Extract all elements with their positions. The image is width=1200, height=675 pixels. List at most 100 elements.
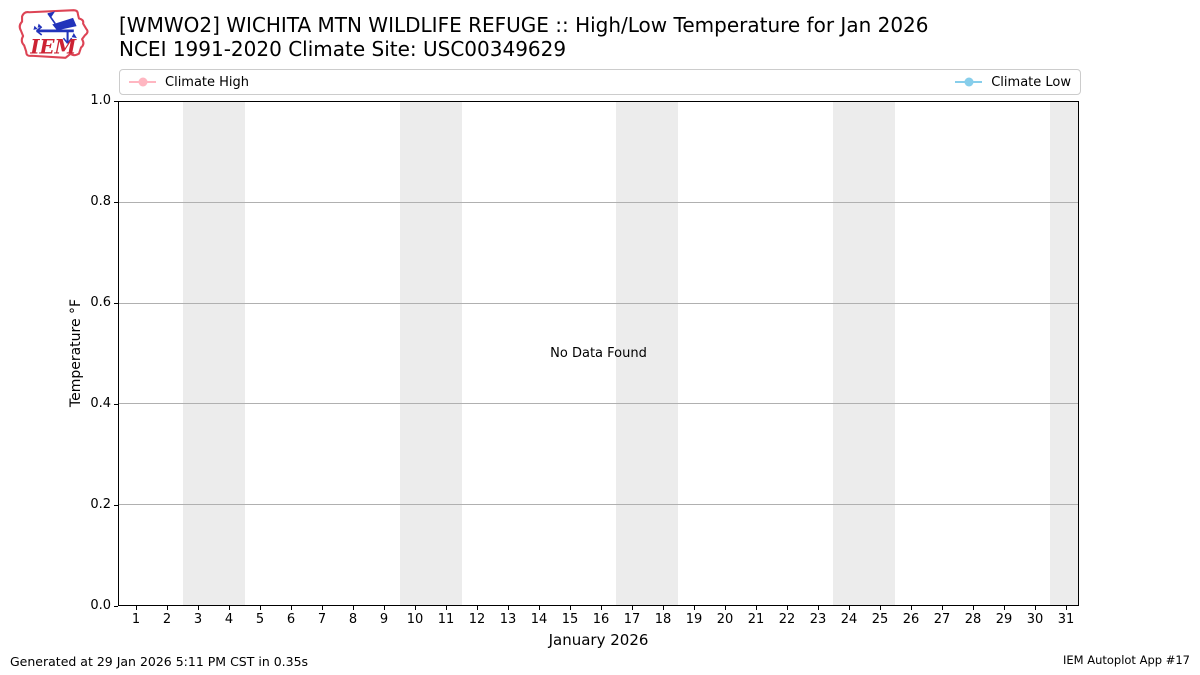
x-tick-mark	[383, 606, 385, 610]
iem-logo: IEM	[18, 9, 89, 59]
x-tick-label: 13	[499, 612, 517, 627]
x-tick-mark	[817, 606, 819, 610]
y-tick-mark	[114, 505, 118, 506]
y-tick-mark	[114, 404, 118, 405]
x-axis-label: January 2026	[548, 631, 649, 649]
legend-label-climate-low: Climate Low	[991, 74, 1071, 90]
x-tick-mark	[1003, 606, 1005, 610]
y-tick-mark	[114, 202, 118, 203]
y-tick-mark	[114, 101, 118, 102]
x-tick-mark	[135, 606, 137, 610]
weekend-band	[399, 102, 462, 605]
x-tick-label: 9	[379, 612, 389, 627]
x-tick-mark	[879, 606, 881, 610]
x-tick-label: 19	[685, 612, 703, 627]
weekend-band	[183, 102, 246, 605]
no-data-message: No Data Found	[550, 346, 647, 361]
x-tick-mark	[786, 606, 788, 610]
gridline	[119, 202, 1078, 204]
x-tick-label: 30	[1026, 612, 1044, 627]
x-tick-label: 6	[286, 612, 296, 627]
y-tick-label: 0.6	[90, 295, 111, 310]
x-tick-label: 12	[468, 612, 486, 627]
y-tick-label: 1.0	[90, 93, 111, 108]
generated-timestamp: Generated at 29 Jan 2026 5:11 PM CST in …	[10, 654, 309, 669]
y-axis-label: Temperature °F	[68, 298, 84, 408]
x-tick-mark	[321, 606, 323, 610]
y-tick-label: 0.8	[90, 194, 111, 209]
weekend-band	[832, 102, 895, 605]
app-credit: IEM Autoplot App #17	[1062, 653, 1190, 667]
x-tick-label: 26	[902, 612, 920, 627]
x-tick-label: 20	[716, 612, 734, 627]
x-tick-mark	[600, 606, 602, 610]
x-tick-mark	[166, 606, 168, 610]
legend: Climate High Climate Low	[119, 69, 1081, 95]
chart-title: [WMWO2] WICHITA MTN WILDLIFE REFUGE :: H…	[119, 13, 929, 37]
x-tick-label: 3	[193, 612, 203, 627]
x-tick-mark	[538, 606, 540, 610]
x-tick-mark	[445, 606, 447, 610]
y-tick-mark	[114, 303, 118, 304]
y-tick-label: 0.4	[90, 396, 111, 411]
x-tick-mark	[972, 606, 974, 610]
climate-high-marker-icon	[129, 77, 156, 87]
x-tick-mark	[662, 606, 664, 610]
x-tick-mark	[352, 606, 354, 610]
x-tick-label: 16	[592, 612, 610, 627]
x-tick-label: 11	[437, 612, 455, 627]
x-tick-mark	[259, 606, 261, 610]
x-tick-mark	[569, 606, 571, 610]
climate-low-marker-icon	[955, 77, 983, 87]
iowa-outline-icon	[18, 9, 89, 59]
title-block: [WMWO2] WICHITA MTN WILDLIFE REFUGE :: H…	[119, 13, 929, 61]
plot-area: No Data Found	[118, 101, 1079, 606]
x-tick-label: 5	[255, 612, 265, 627]
x-tick-label: 2	[162, 612, 172, 627]
weekend-band	[616, 102, 679, 605]
x-tick-label: 8	[348, 612, 358, 627]
legend-item-climate-low: Climate Low	[955, 75, 1071, 90]
gridline	[119, 503, 1078, 505]
y-tick-mark	[114, 606, 118, 607]
x-tick-label: 21	[747, 612, 765, 627]
x-tick-label: 1	[131, 612, 141, 627]
x-tick-mark	[197, 606, 199, 610]
x-tick-label: 4	[224, 612, 234, 627]
legend-item-climate-high: Climate High	[129, 75, 249, 90]
x-tick-label: 28	[964, 612, 982, 627]
x-tick-label: 22	[778, 612, 796, 627]
x-tick-mark	[910, 606, 912, 610]
y-tick-label: 0.2	[90, 497, 111, 512]
x-tick-label: 31	[1057, 612, 1075, 627]
weather-vane-icon	[33, 11, 77, 44]
x-tick-label: 17	[623, 612, 641, 627]
x-tick-mark	[507, 606, 509, 610]
x-tick-mark	[693, 606, 695, 610]
x-tick-mark	[755, 606, 757, 610]
x-tick-label: 24	[840, 612, 858, 627]
x-tick-mark	[1065, 606, 1067, 610]
gridline	[119, 403, 1078, 405]
iem-logo-text: IEM	[29, 36, 77, 59]
x-tick-label: 7	[317, 612, 327, 627]
weekend-band	[1049, 102, 1078, 605]
y-tick-label: 0.0	[90, 598, 111, 613]
x-tick-label: 25	[871, 612, 889, 627]
legend-label-climate-high: Climate High	[165, 74, 250, 90]
x-tick-mark	[724, 606, 726, 610]
x-tick-mark	[848, 606, 850, 610]
x-tick-label: 14	[530, 612, 548, 627]
x-tick-label: 27	[933, 612, 951, 627]
x-tick-mark	[476, 606, 478, 610]
x-tick-mark	[631, 606, 633, 610]
x-tick-label: 29	[995, 612, 1013, 627]
chart-subtitle: NCEI 1991-2020 Climate Site: USC00349629	[119, 37, 567, 61]
x-tick-mark	[414, 606, 416, 610]
gridline	[119, 302, 1078, 304]
x-tick-label: 10	[406, 612, 424, 627]
x-tick-label: 23	[809, 612, 827, 627]
x-tick-mark	[941, 606, 943, 610]
x-tick-label: 18	[654, 612, 672, 627]
